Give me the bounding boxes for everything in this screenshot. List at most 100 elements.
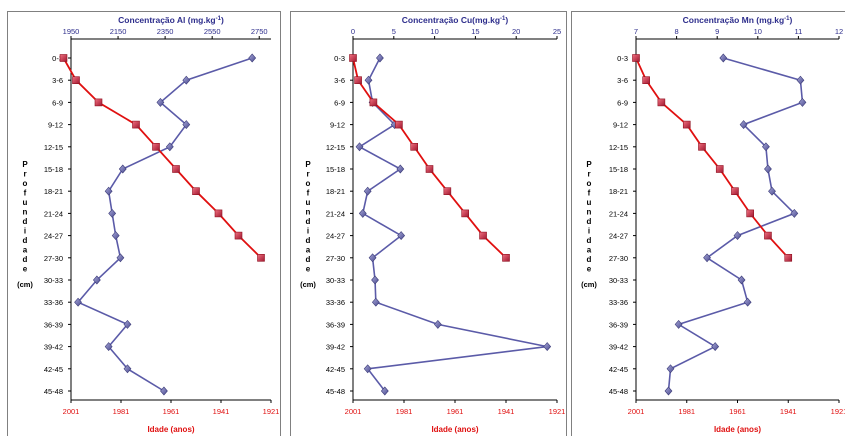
age-series-line [352, 57, 507, 259]
chart-title-close: ) [505, 15, 508, 25]
category-label: 21-24 [326, 209, 345, 218]
bottom-tick-label: 2001 [63, 407, 80, 416]
concentration-point [165, 142, 174, 152]
y-axis-label-letter: u [23, 198, 28, 207]
category-label: 39-42 [609, 343, 628, 352]
category-label: 33-36 [609, 298, 628, 307]
category-label: 27-30 [44, 254, 63, 263]
concentration-point [798, 97, 807, 107]
chart-title-text: Concentração Al (mg.kg [118, 15, 215, 25]
age-point [461, 209, 470, 218]
chart-panel-2: Concentração Mn (mg.kg-1) 7 8 9 10 11 12 2001 19… [571, 11, 845, 436]
concentration-point [664, 386, 673, 396]
chart-title: Concentração Al (mg.kg-1) [118, 15, 224, 25]
concentration-point [182, 120, 191, 130]
age-point [257, 254, 265, 262]
concentration-point [666, 364, 675, 374]
concentration-point [111, 231, 120, 241]
top-tick-label: 7 [634, 27, 638, 36]
category-label: 36-39 [326, 320, 345, 329]
concentration-point [764, 164, 772, 174]
age-point [369, 98, 378, 107]
category-label: 15-18 [326, 165, 345, 174]
y-axis-label-letter: r [23, 170, 26, 179]
category-label: 45-48 [609, 387, 628, 396]
category-label: 15-18 [44, 165, 63, 174]
age-point [152, 143, 160, 151]
concentration-point [104, 342, 113, 352]
bottom-tick-label: 1961 [729, 407, 746, 416]
bottom-tick-label: 1961 [447, 407, 464, 416]
y-axis-label-letter: d [587, 217, 592, 226]
category-label: 24-27 [609, 232, 628, 241]
age-point [698, 143, 706, 151]
y-axis-label-letter: r [587, 170, 590, 179]
concentration-point [368, 253, 377, 263]
top-tick-label: 15 [471, 27, 479, 36]
concentration-point [248, 53, 257, 63]
top-tick-label: 0 [351, 27, 355, 36]
y-axis-label-letter: a [587, 246, 592, 255]
concentration-point [743, 297, 752, 307]
category-label: 18-21 [44, 187, 63, 196]
y-axis-label-letter: a [306, 246, 311, 255]
category-label: 6-9 [334, 98, 345, 107]
age-point [214, 209, 223, 218]
bottom-tick-label: 1961 [163, 407, 180, 416]
category-label: 45-48 [44, 387, 63, 396]
age-point [731, 187, 739, 195]
category-label: 36-39 [609, 320, 628, 329]
category-label: 24-27 [326, 232, 345, 241]
bottom-tick-label: 1941 [498, 407, 515, 416]
category-label: 0-3 [52, 54, 63, 63]
category-label: 27-30 [609, 254, 628, 263]
y-axis-label-letter: i [588, 227, 590, 236]
category-label: 30-33 [326, 276, 345, 285]
top-tick-label: 9 [715, 27, 719, 36]
chart-title: Concentração Cu(mg.kg-1) [402, 15, 509, 25]
y-axis-label-letter: n [587, 208, 592, 217]
y-axis-label-letter: o [306, 179, 311, 188]
chart-title-exponent: -1 [784, 16, 790, 22]
concentration-point [355, 142, 364, 152]
category-label: 3-6 [334, 76, 345, 85]
concentration-point [182, 75, 191, 85]
age-point [395, 120, 403, 129]
concentration-point [160, 386, 168, 396]
age-point [59, 54, 68, 62]
y-axis-label-letter: d [306, 255, 311, 264]
y-axis-label-letter: d [23, 217, 28, 226]
bottom-tick-label: 2001 [345, 407, 362, 416]
age-point [715, 165, 724, 173]
top-tick-label: 10 [430, 27, 438, 36]
category-label: 21-24 [44, 209, 63, 218]
category-label: 36-39 [44, 320, 63, 329]
age-point [349, 54, 357, 62]
category-label: 0-3 [617, 54, 628, 63]
age-series-line [62, 57, 262, 259]
category-label: 42-45 [609, 365, 628, 374]
y-axis-label-letter: a [23, 246, 28, 255]
concentration-point [116, 253, 125, 263]
age-point [132, 120, 140, 129]
y-axis-label-letter: P [305, 160, 311, 169]
category-label: 12-15 [609, 143, 628, 152]
concentration-point [433, 319, 442, 329]
concentration-point [703, 253, 711, 263]
chart-panel-0: Concentração Al (mg.kg-1) 1950 2150 2350 255… [7, 11, 281, 436]
concentration-point [768, 186, 776, 196]
chart-panel-1: Concentração Cu(mg.kg-1) 0 5 10 15 20 25 2001 19… [290, 11, 567, 436]
category-label: 6-9 [617, 98, 628, 107]
y-axis-label-letter: d [306, 236, 311, 245]
y-axis-label-unit: (cm) [581, 280, 597, 289]
bottom-tick-label: 1921 [549, 407, 566, 416]
chart-title-exponent: -1 [500, 16, 506, 22]
concentration-point [358, 208, 367, 218]
top-tick-label: 1950 [63, 27, 80, 36]
category-label: 21-24 [609, 209, 628, 218]
age-point [172, 165, 180, 173]
top-tick-label: 12 [835, 27, 843, 36]
age-point [479, 231, 487, 240]
bottom-tick-label: 1981 [678, 407, 695, 416]
